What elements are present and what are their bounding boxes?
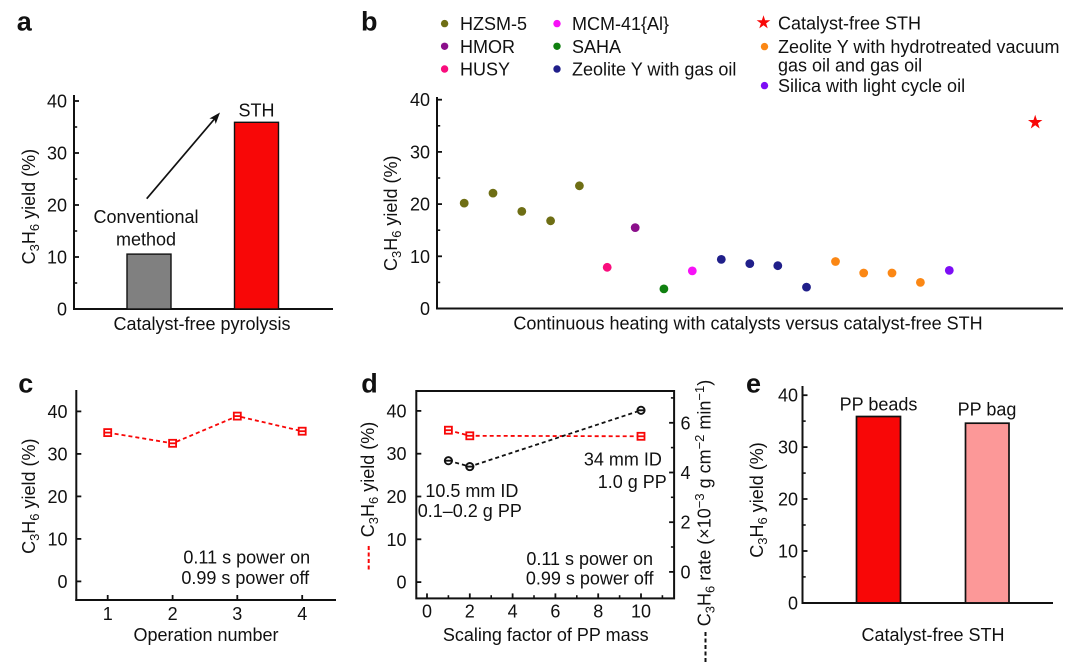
svg-text:30: 30 (47, 144, 67, 164)
svg-text:40: 40 (47, 92, 67, 112)
svg-text:2: 2 (168, 604, 178, 624)
svg-text:10: 10 (631, 602, 651, 622)
svg-text:PP beads: PP beads (840, 395, 918, 415)
svg-text:40: 40 (410, 90, 430, 110)
svg-text:10: 10 (47, 529, 67, 549)
svg-text:0: 0 (420, 299, 430, 319)
svg-text:0: 0 (422, 602, 432, 622)
svg-text:30: 30 (410, 142, 430, 162)
svg-text:a: a (17, 7, 33, 37)
svg-text:10: 10 (386, 530, 406, 550)
svg-text:0: 0 (57, 300, 67, 320)
svg-text:40: 40 (47, 402, 67, 422)
svg-text:HUSY: HUSY (460, 60, 510, 80)
svg-text:Catalyst-free STH: Catalyst-free STH (778, 14, 921, 34)
svg-text:0: 0 (396, 573, 406, 593)
svg-text:20: 20 (47, 196, 67, 216)
svg-text:HMOR: HMOR (460, 37, 515, 57)
svg-text:1.0 g PP: 1.0 g PP (598, 472, 667, 492)
svg-text:1: 1 (103, 604, 113, 624)
svg-text:4: 4 (508, 602, 518, 622)
svg-text:C3H6 yield (%): C3H6 yield (%) (358, 422, 381, 537)
svg-text:20: 20 (386, 487, 406, 507)
svg-text:30: 30 (778, 438, 798, 458)
svg-text:3: 3 (232, 604, 242, 624)
svg-text:10: 10 (778, 542, 798, 562)
svg-text:PP bag: PP bag (958, 400, 1017, 420)
svg-text:Catalyst-free STH: Catalyst-free STH (861, 625, 1004, 645)
svg-text:C3H6 yield (%): C3H6 yield (%) (19, 438, 42, 553)
svg-text:0.1–0.2 g PP: 0.1–0.2 g PP (418, 501, 522, 521)
svg-text:STH: STH (239, 101, 275, 121)
svg-text:Conventional: Conventional (93, 207, 198, 227)
svg-text:6: 6 (681, 413, 691, 433)
svg-text:0: 0 (681, 562, 691, 582)
svg-text:30: 30 (386, 444, 406, 464)
svg-text:d: d (361, 369, 378, 399)
svg-text:b: b (361, 6, 378, 36)
svg-text:20: 20 (47, 487, 67, 507)
svg-text:10.5 mm ID: 10.5 mm ID (425, 481, 518, 501)
svg-text:4: 4 (681, 463, 691, 483)
svg-text:c: c (18, 368, 33, 398)
svg-text:HZSM-5: HZSM-5 (460, 14, 527, 34)
svg-text:Catalyst-free pyrolysis: Catalyst-free pyrolysis (113, 314, 290, 334)
svg-text:10: 10 (47, 248, 67, 268)
svg-text:8: 8 (593, 602, 603, 622)
svg-text:0.11 s power on: 0.11 s power on (526, 549, 653, 569)
svg-text:10: 10 (410, 247, 430, 267)
svg-text:Zeolite Y with gas oil: Zeolite Y with gas oil (572, 60, 736, 80)
svg-text:e: e (746, 369, 761, 399)
svg-text:0: 0 (788, 593, 798, 613)
svg-text:C3H6 yield (%): C3H6 yield (%) (747, 442, 770, 557)
svg-text:method: method (116, 230, 176, 250)
svg-text:SAHA: SAHA (572, 37, 621, 57)
svg-text:Silica with light cycle oil: Silica with light cycle oil (778, 76, 965, 96)
svg-text:34 mm ID: 34 mm ID (584, 449, 662, 469)
svg-text:Zeolite Y with hydrotreated va: Zeolite Y with hydrotreated vacuum (778, 37, 1060, 57)
svg-text:Scaling factor of PP mass: Scaling factor of PP mass (443, 625, 649, 645)
svg-text:Continuous heating with cataly: Continuous heating with catalysts versus… (513, 314, 982, 334)
svg-text:40: 40 (386, 401, 406, 421)
svg-text:20: 20 (778, 490, 798, 510)
svg-text:0.11 s power on: 0.11 s power on (183, 548, 310, 568)
svg-text:6: 6 (550, 602, 560, 622)
svg-text:20: 20 (410, 195, 430, 215)
svg-text:0.99 s power off: 0.99 s power off (181, 568, 310, 588)
svg-text:C3H6 yield (%): C3H6 yield (%) (381, 156, 404, 271)
svg-text:30: 30 (47, 444, 67, 464)
svg-text:C3H6 rate (×10−3 g cm−2 min−1): C3H6 rate (×10−3 g cm−2 min−1) (692, 380, 718, 627)
svg-text:2: 2 (465, 602, 475, 622)
svg-text:Operation number: Operation number (133, 625, 278, 645)
svg-text:2: 2 (681, 513, 691, 533)
svg-text:MCM-41{Al}: MCM-41{Al} (572, 14, 669, 34)
svg-text:40: 40 (778, 386, 798, 406)
svg-text:C3H6 yield (%): C3H6 yield (%) (19, 149, 42, 264)
svg-text:0.99 s power off: 0.99 s power off (526, 569, 655, 589)
svg-text:gas oil and gas oil: gas oil and gas oil (778, 56, 922, 76)
svg-text:0: 0 (57, 572, 67, 592)
svg-text:4: 4 (297, 604, 307, 624)
